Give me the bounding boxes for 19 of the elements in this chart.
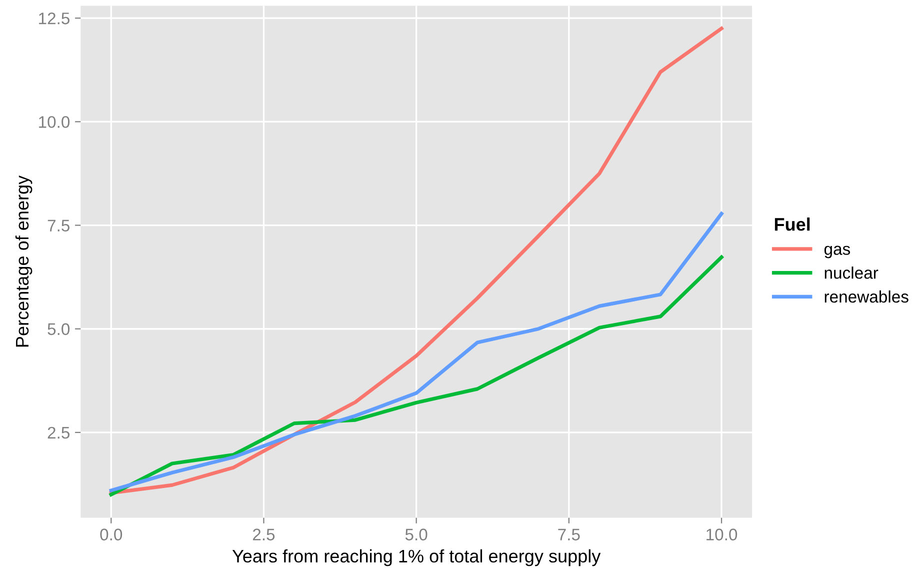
line-series <box>109 26 724 495</box>
legend-label: renewables <box>824 290 908 303</box>
y-tick-label: 10.0 <box>39 116 70 128</box>
x-tick-label: 10.0 <box>706 528 738 540</box>
y-tick-label: 12.5 <box>39 12 70 24</box>
line-series <box>109 255 724 496</box>
y-axis-title: Percentage of energy <box>15 175 32 347</box>
legend-label: nuclear <box>824 266 878 279</box>
x-tick-label: 0.0 <box>100 528 122 540</box>
y-tick-label: 2.5 <box>48 426 70 439</box>
x-tick-label: 2.5 <box>252 528 275 540</box>
legend-label: gas <box>824 246 850 258</box>
line-series <box>109 212 724 492</box>
x-tick-label: 5.0 <box>405 528 428 540</box>
x-axis-title: Years from reaching 1% of total energy supply <box>232 549 601 566</box>
legend-title: Fuel <box>774 218 810 231</box>
y-tick-label: 5.0 <box>48 323 70 336</box>
y-tick-label: 7.5 <box>48 220 70 232</box>
x-tick-label: 7.5 <box>558 528 580 540</box>
